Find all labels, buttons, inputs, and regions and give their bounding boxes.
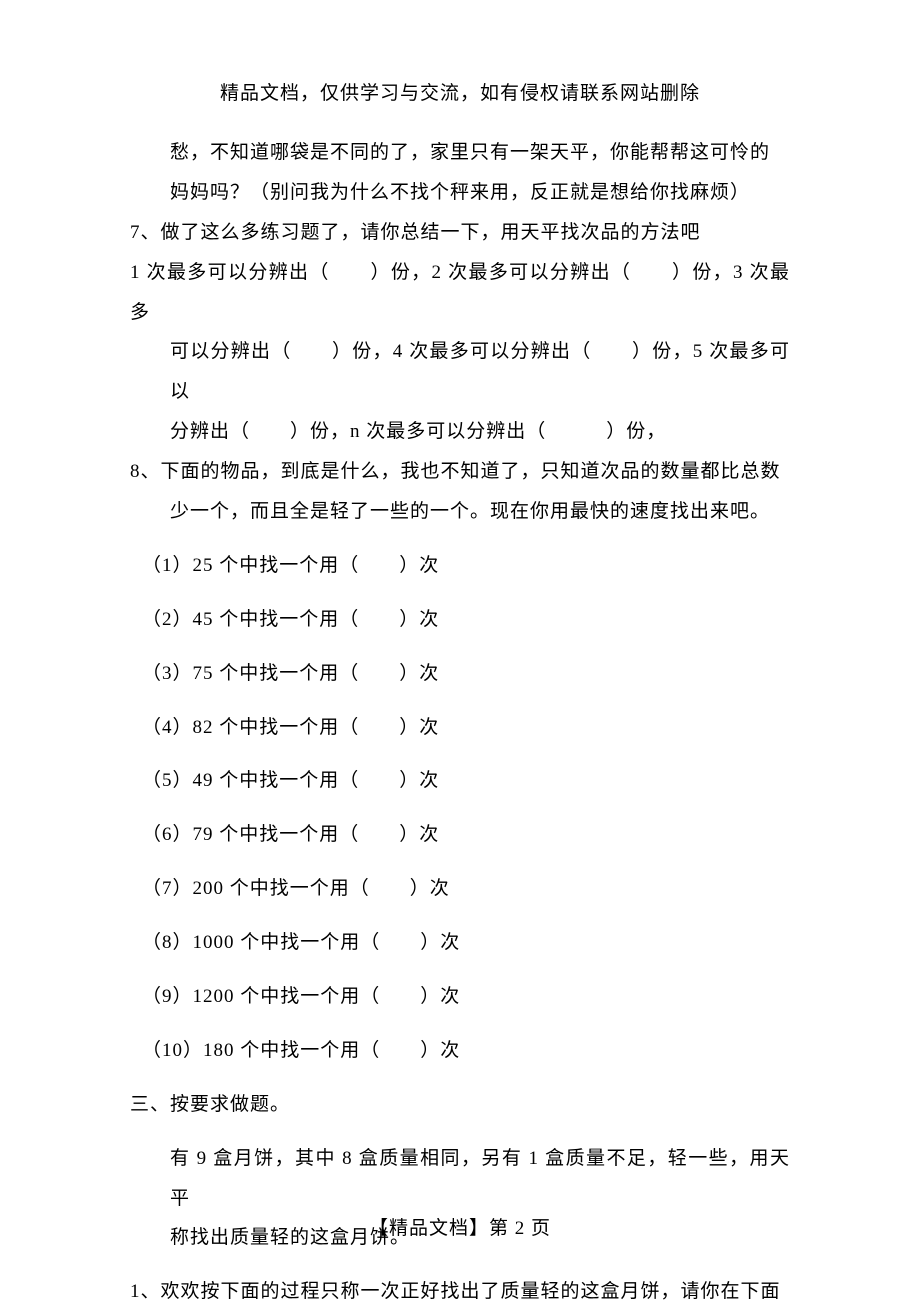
question-7-blank-line-2: 可以分辨出（ ）份，4 次最多可以分辨出（ ）份，5 次最多可以 (130, 332, 790, 412)
list-item: （4）82 个中找一个用（ ）次 (130, 708, 790, 748)
question-7: 7、做了这么多练习题了，请你总结一下，用天平找次品的方法吧 (130, 213, 790, 253)
list-item: （5）49 个中找一个用（ ）次 (130, 761, 790, 801)
section-3-intro-line-1: 有 9 盒月饼，其中 8 盒质量相同，另有 1 盒质量不足，轻一些，用天平 (130, 1139, 790, 1219)
list-item: （1）25 个中找一个用（ ）次 (130, 546, 790, 586)
document-page: 精品文档，仅供学习与交流，如有侵权请联系网站删除 愁，不知道哪袋是不同的了，家里… (0, 0, 920, 1312)
list-item: （8）1000 个中找一个用（ ）次 (130, 923, 790, 963)
question-7-blank-line-3: 分辨出（ ）份，n 次最多可以分辨出（ ）份， (130, 412, 790, 452)
list-item: （2）45 个中找一个用（ ）次 (130, 600, 790, 640)
section-3-title: 三、按要求做题。 (130, 1085, 790, 1125)
question-8-items: （1）25 个中找一个用（ ）次 （2）45 个中找一个用（ ）次 （3）75 … (130, 546, 790, 1071)
continuation-line-2: 妈妈吗？（别问我为什么不找个秤来用，反正就是想给你找麻烦） (130, 173, 790, 213)
page-header: 精品文档，仅供学习与交流，如有侵权请联系网站删除 (130, 78, 790, 105)
list-item: （7）200 个中找一个用（ ）次 (130, 869, 790, 909)
question-8-line-1: 8、下面的物品，到底是什么，我也不知道了，只知道次品的数量都比总数 (130, 452, 790, 492)
list-item: （9）1200 个中找一个用（ ）次 (130, 977, 790, 1017)
page-footer: 【精品文档】第 2 页 (0, 1213, 920, 1240)
list-item: （3）75 个中找一个用（ ）次 (130, 654, 790, 694)
question-7-blank-line-1: 1 次最多可以分辨出（ ）份，2 次最多可以分辨出（ ）份，3 次最多 (130, 253, 790, 333)
continuation-line-1: 愁，不知道哪袋是不同的了，家里只有一架天平，你能帮帮这可怜的 (130, 133, 790, 173)
question-8-line-2: 少一个，而且全是轻了一些的一个。现在你用最快的速度找出来吧。 (130, 492, 790, 532)
list-item: （6）79 个中找一个用（ ）次 (130, 815, 790, 855)
list-item: （10）180 个中找一个用（ ）次 (130, 1031, 790, 1071)
section-3-question-1: 1、欢欢按下面的过程只称一次正好找出了质量轻的这盒月饼，请你在下面 (130, 1272, 790, 1312)
